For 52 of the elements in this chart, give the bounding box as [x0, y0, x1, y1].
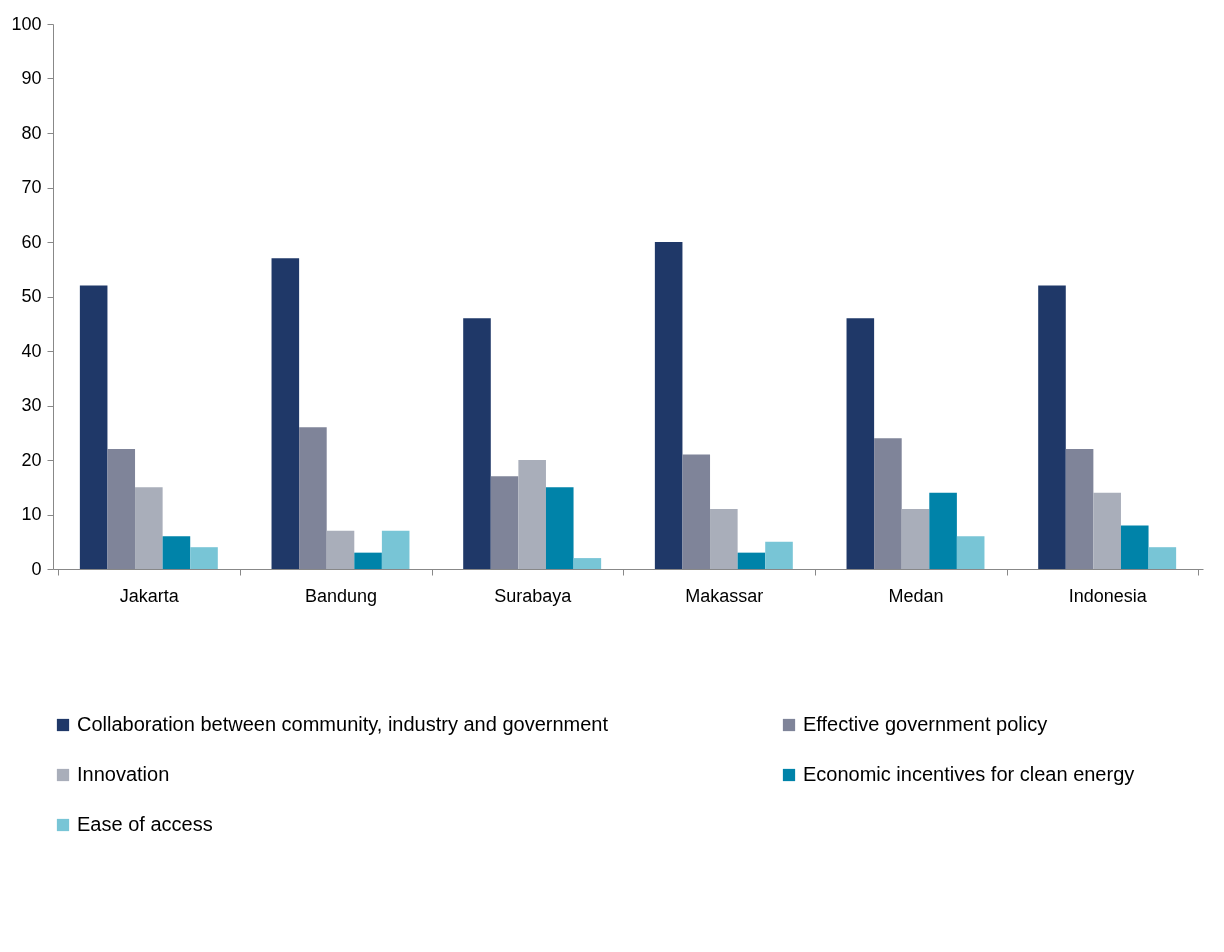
bar	[326, 530, 355, 569]
bar	[490, 476, 519, 569]
y-tick-label: 20	[21, 449, 42, 470]
y-tick-label: 60	[21, 231, 42, 252]
bar	[107, 449, 136, 569]
bar	[573, 558, 602, 569]
y-tick-label: 30	[21, 395, 42, 415]
x-tick-label: Surabaya	[494, 585, 573, 606]
legend-label: Economic incentives for clean energy	[803, 763, 1135, 785]
bar	[682, 454, 711, 569]
bar	[518, 460, 546, 569]
x-tick-label: Jakarta	[119, 585, 180, 606]
x-tick-label: Bandung	[304, 585, 378, 606]
bar	[162, 536, 191, 569]
bar	[1093, 492, 1121, 569]
y-tick-label: 100	[11, 13, 42, 34]
bar	[1065, 449, 1094, 569]
bar	[545, 487, 574, 569]
y-tick-label: 40	[21, 340, 42, 361]
legend-label: Innovation	[77, 763, 170, 785]
legend-label: Ease of access	[77, 813, 213, 835]
bar	[190, 547, 218, 569]
y-tick-label: 90	[21, 68, 42, 88]
y-tick-label: 80	[21, 122, 42, 143]
x-tick-label: Medan	[888, 585, 944, 606]
bar	[1038, 285, 1066, 569]
x-tick-label: Makassar	[685, 585, 764, 606]
bar	[846, 318, 875, 569]
bar	[463, 318, 491, 569]
bar	[79, 285, 108, 569]
bar	[765, 541, 793, 569]
y-tick-label: 50	[21, 286, 42, 306]
legend-label: Effective government policy	[803, 713, 1048, 735]
y-tick-label: 0	[31, 558, 42, 579]
legend-label: Collaboration between community, industry and government	[77, 713, 609, 735]
y-tick-label: 70	[21, 177, 42, 197]
bar	[135, 487, 163, 569]
bar	[874, 438, 902, 569]
bar	[381, 530, 410, 569]
bar	[710, 509, 738, 569]
bar	[654, 242, 683, 569]
bar	[299, 427, 327, 569]
bar	[901, 509, 930, 569]
bar	[354, 552, 382, 569]
bar	[929, 492, 957, 569]
bar	[737, 552, 766, 569]
y-tick-label: 10	[21, 504, 42, 524]
bar	[956, 536, 985, 569]
bar	[1148, 547, 1177, 569]
x-tick-label: Indonesia	[1068, 585, 1148, 606]
bar	[1120, 525, 1149, 569]
bar	[271, 258, 300, 569]
